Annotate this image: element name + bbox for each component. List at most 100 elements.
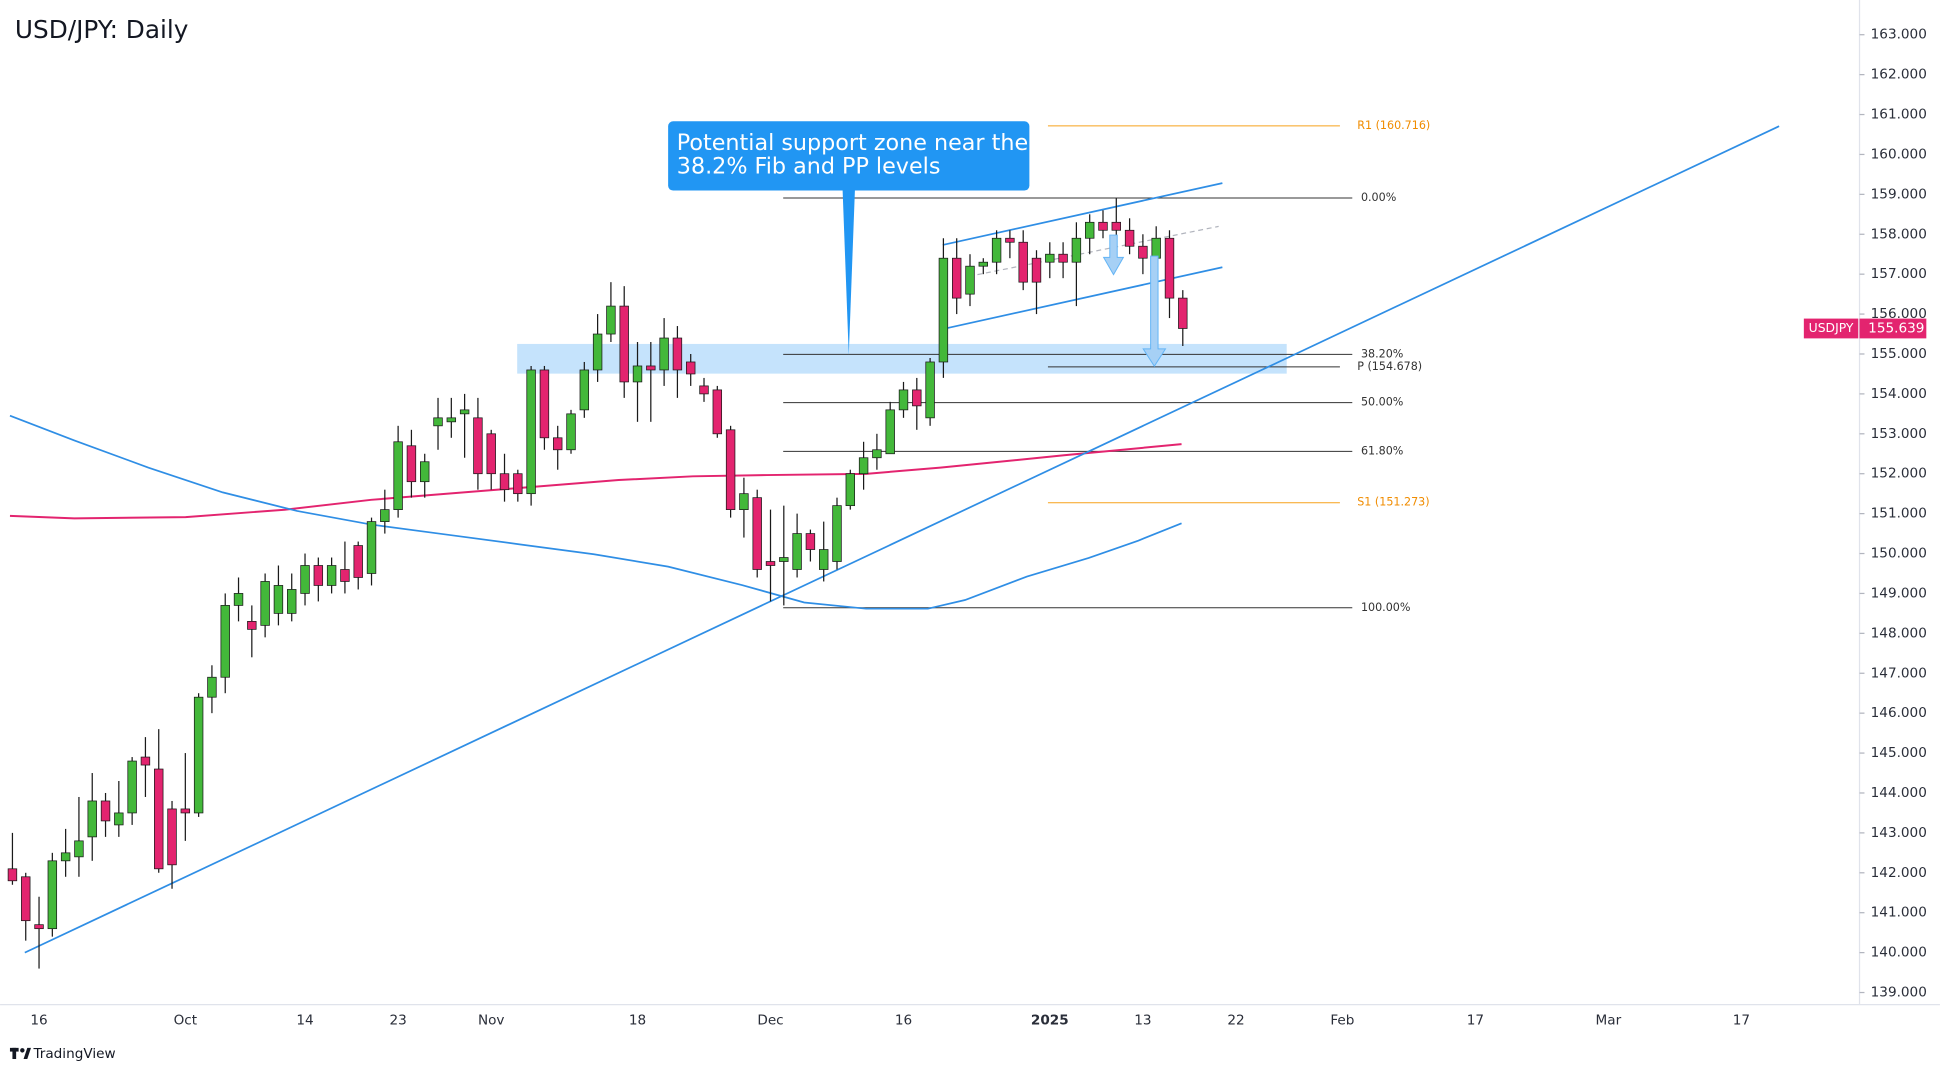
moving-average-fast <box>9 414 1182 610</box>
callout-box <box>668 121 1030 191</box>
candle-body <box>313 565 324 586</box>
candle-body <box>366 521 377 574</box>
candle-body <box>499 473 510 491</box>
candle-body <box>393 441 403 511</box>
candle-body <box>566 413 576 451</box>
candle-body <box>1071 237 1082 263</box>
candles <box>7 198 1188 969</box>
candle-body <box>233 593 244 606</box>
arrow-down <box>1102 234 1125 276</box>
candle-body <box>114 812 124 826</box>
candle-body <box>140 756 151 766</box>
y-tick-label: 149.000 <box>1871 585 1927 601</box>
candle-body <box>353 545 363 578</box>
candle-body <box>1045 253 1055 263</box>
y-tick-label: 147.000 <box>1871 665 1927 681</box>
candle-body <box>1018 241 1028 283</box>
candle-body <box>699 385 709 395</box>
candle-body <box>326 565 337 586</box>
candle-body <box>247 621 257 630</box>
pivot-label: P (154.678) <box>1357 360 1422 373</box>
candle-body <box>725 429 736 511</box>
callout-text: Potential support zone near the <box>677 130 1028 156</box>
levels: 0.00% 38.20% 50.00% 61.80% 100.00% R1 (160.71… <box>783 119 1430 614</box>
candle-body <box>260 581 270 626</box>
trendline <box>24 125 1780 954</box>
candle-body <box>287 589 297 614</box>
candle-body <box>632 365 643 383</box>
candle-body <box>619 305 629 383</box>
fib-label: 0.00% <box>1361 191 1396 204</box>
candle-body <box>592 333 603 371</box>
logo-mark <box>23 1047 31 1060</box>
channel-lower <box>942 266 1223 330</box>
x-tick-label: 23 <box>389 1013 406 1029</box>
candle-body <box>273 585 284 614</box>
candle-body <box>845 473 856 507</box>
pivot-label: S1 (151.273) <box>1357 496 1429 509</box>
y-tick-label: 139.000 <box>1871 985 1927 1001</box>
y-tick-label: 159.000 <box>1871 186 1927 202</box>
candle-body <box>473 417 483 475</box>
candle-body <box>965 265 975 295</box>
candle-body <box>951 257 962 299</box>
candle-body <box>127 760 137 814</box>
fib-label: 100.00% <box>1361 601 1411 614</box>
candle-body <box>686 361 696 375</box>
candle-body <box>912 389 922 407</box>
candle-body <box>87 800 97 838</box>
last-price-label: 155.639 <box>1868 320 1924 336</box>
candle-body <box>154 768 164 870</box>
candle-body <box>1058 253 1068 263</box>
candle-body <box>752 497 762 570</box>
candle-body <box>925 361 935 419</box>
candle-body <box>646 365 656 371</box>
x-tick-label: 2025 <box>1031 1013 1069 1029</box>
y-tick-label: 158.000 <box>1871 226 1927 242</box>
x-tick-label: Nov <box>478 1013 505 1029</box>
candle-body <box>858 457 869 475</box>
chart-title: USD/JPY: Daily <box>15 15 188 44</box>
candle-body <box>579 369 590 411</box>
moving-average-slow <box>9 443 1182 520</box>
x-tick-label: 13 <box>1134 1013 1151 1029</box>
candle-body <box>486 433 496 475</box>
x-tick-label: 18 <box>629 1013 646 1029</box>
symbol-label: USDJPY <box>1809 321 1854 335</box>
candle-body <box>672 337 683 371</box>
support-zone <box>517 343 1287 374</box>
x-tick-label: 22 <box>1227 1013 1244 1029</box>
candle-body <box>34 924 44 930</box>
y-tick-label: 144.000 <box>1871 785 1927 801</box>
candle-body <box>380 509 390 522</box>
candle-body <box>779 557 789 562</box>
candle-body <box>1138 245 1148 259</box>
y-tick-label: 163.000 <box>1871 27 1927 43</box>
logo-mark <box>12 1047 17 1060</box>
arrow-down <box>1142 255 1167 368</box>
candle-body <box>220 605 230 678</box>
candle-body <box>340 569 350 582</box>
channel-mid <box>977 225 1219 276</box>
y-tick-label: 152.000 <box>1871 466 1927 482</box>
x-tick-label: Feb <box>1330 1013 1354 1029</box>
candle-body <box>513 473 523 495</box>
y-tick-label: 155.000 <box>1871 346 1927 362</box>
callout-pointer <box>842 189 855 356</box>
candle-body <box>819 549 829 570</box>
candle-body <box>207 676 217 698</box>
channel-upper <box>942 182 1223 246</box>
candle-body <box>765 561 776 566</box>
pivot-label: R1 (160.716) <box>1357 119 1430 132</box>
candle-body <box>74 840 84 858</box>
candle-body <box>606 305 616 335</box>
candle-body <box>193 696 204 814</box>
candle-body <box>872 449 882 459</box>
candle-body <box>739 493 749 511</box>
axes: 139.000 140.000 141.000 142.000 143.000 144.0… <box>30 27 1926 1029</box>
candle-body <box>1111 221 1121 231</box>
callout-text: 38.2% Fib and PP levels <box>677 154 941 180</box>
y-tick-label: 145.000 <box>1871 745 1927 761</box>
x-tick-label: Dec <box>757 1013 783 1029</box>
